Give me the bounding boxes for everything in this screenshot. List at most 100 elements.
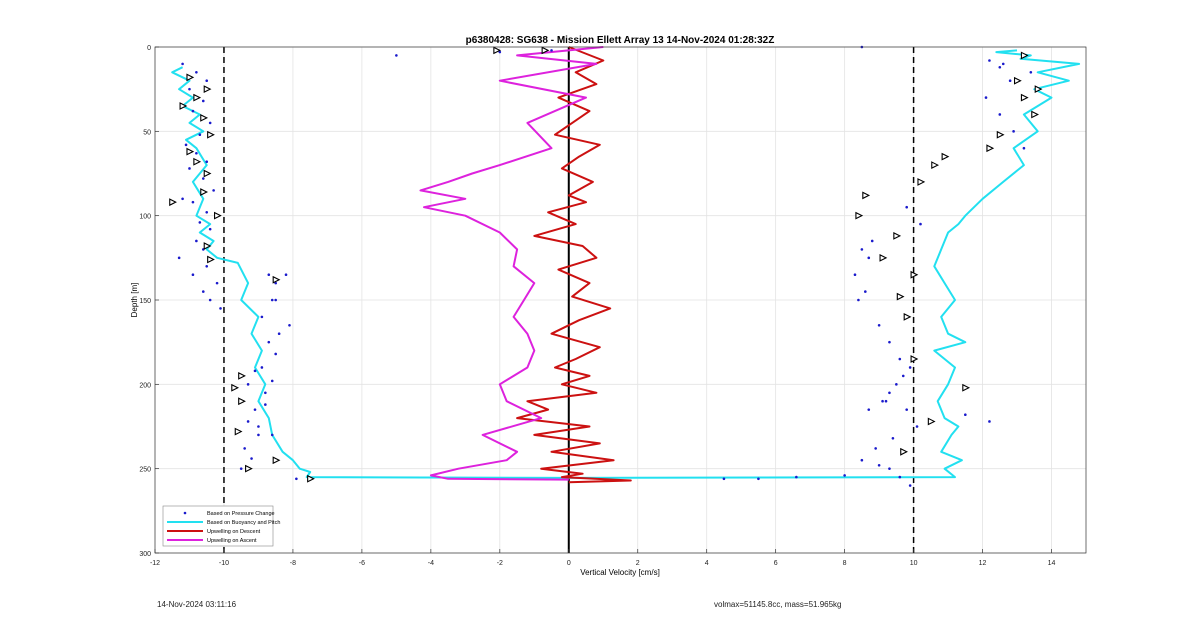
marker-triangle [245,464,253,473]
series-4 [169,46,1043,483]
marker-triangle [941,152,950,161]
series-0 [177,45,1033,487]
legend-label: Based on Buoyancy and Pitch [207,520,280,526]
pressure-point [295,477,298,481]
x-axis-label: Vertical Velocity [cm/s] [580,568,660,577]
pressure-point [988,420,991,423]
marker-triangle [1031,110,1040,119]
marker-triangle [1020,93,1029,102]
pressure-point [1029,71,1033,74]
x-tick-label: 4 [705,560,709,567]
pressure-point [757,477,760,481]
legend-label: Upwelling on Ascent [207,538,257,544]
marker-triangle [231,383,240,392]
pressure-point [877,324,881,327]
pressure-point [246,420,250,423]
marker-triangle [900,447,908,456]
pressure-point [860,248,864,251]
pressure-point [908,484,912,487]
marker-triangle [207,255,215,264]
pressure-point [260,366,264,369]
pressure-point [250,457,253,460]
marker-triangle [200,113,209,122]
pressure-point [219,307,222,310]
pressure-point [274,298,277,302]
x-tick-label: 12 [979,560,987,567]
footer-volmax-mass: volmax=51145.8cc, mass=51.965kg [714,600,842,609]
x-tick-label: 0 [567,560,571,567]
marker-triangle [903,312,912,321]
x-tick-label: -4 [428,560,434,567]
footer-timestamp: 14-Nov-2024 03:11:16 [157,600,237,609]
pressure-point [264,403,267,406]
y-axis-label: Depth [m] [130,283,139,318]
x-tick-label: 8 [843,560,847,567]
marker-triangle [541,46,550,55]
marker-triangle [917,178,926,186]
pressure-point [198,221,202,224]
x-tick-label: 10 [910,560,918,567]
pressure-point [260,315,264,319]
pressure-point [239,467,243,470]
pressure-point [853,273,857,277]
pressure-point [908,366,912,369]
pressure-point [288,324,291,327]
legend: Based on Pressure Change Based on Buoyanc… [162,505,280,547]
pressure-point [884,399,888,403]
y-tick-label: 0 [147,45,151,52]
marker-triangle [272,456,281,465]
marker-triangle [207,130,215,139]
pressure-point [998,65,1002,69]
pressure-point [1001,62,1005,66]
pressure-point [722,477,726,481]
marker-triangle [996,130,1005,139]
y-tick-label: 250 [139,467,151,474]
pressure-point [964,413,967,416]
series-line [419,46,604,481]
marker-triangle [169,198,177,207]
pressure-point [212,189,215,192]
series-line [171,49,1081,479]
pressure-point [864,290,867,293]
series-line [516,46,632,484]
pressure-point [188,167,191,170]
marker-triangle [855,211,864,220]
pressure-point [177,256,181,260]
x-tick-label: -12 [150,560,160,567]
pressure-point [267,340,271,344]
pressure-point [253,408,257,411]
y-tick-label: 300 [139,551,151,558]
pressure-point [905,408,908,411]
pressure-point [188,87,191,91]
pressure-point [877,463,881,467]
pressure-point [184,143,188,147]
y-tick-label: 200 [139,382,151,389]
marker-triangle [910,355,919,363]
pressure-point [201,177,205,180]
marker-triangle [1020,51,1029,60]
marker-triangle [214,211,222,220]
pressure-point [881,399,884,403]
pressure-point [905,205,908,209]
pressure-point [901,374,905,378]
pressure-point [843,474,846,477]
y-tick-labels: 0 50 100 150 200 250 300 [139,45,151,558]
pressure-point [246,383,250,386]
pressure-point [550,49,553,52]
marker-triangle [272,275,281,284]
pressure-point [191,200,195,204]
pressure-point [181,62,184,66]
marker-triangle [203,85,212,94]
pressure-point [988,59,991,62]
marker-triangle [879,253,888,262]
marker-triangle [179,102,188,110]
pressure-point [195,239,198,243]
pressure-point [874,447,877,450]
marker-triangle [238,397,246,406]
y-tick-label: 100 [139,214,151,221]
pressure-point [498,50,502,54]
pressure-point [195,71,198,74]
pressure-point [915,425,919,428]
x-tick-label: 6 [774,560,778,567]
